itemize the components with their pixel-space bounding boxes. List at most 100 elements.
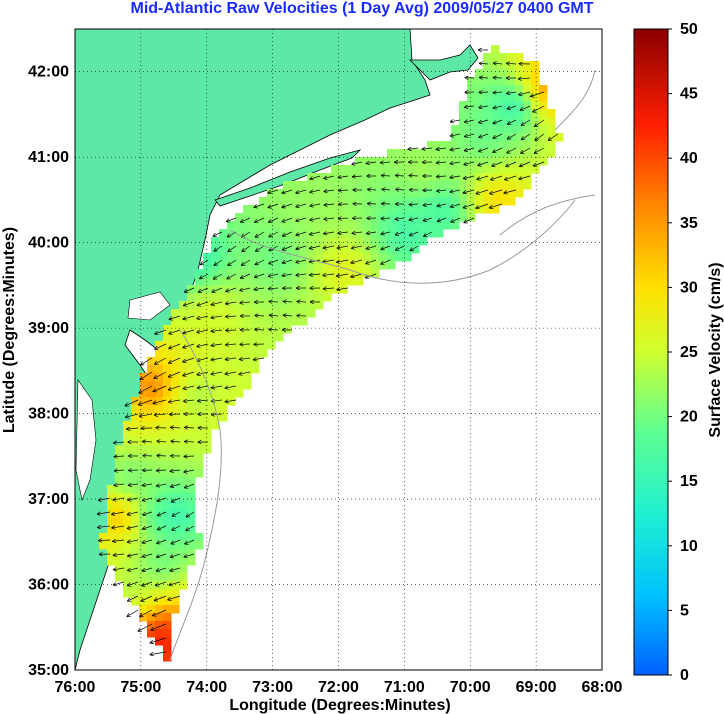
velocity-cell <box>515 141 524 150</box>
velocity-cell <box>275 325 284 334</box>
velocity-cell <box>307 197 316 206</box>
velocity-arrow <box>437 217 447 222</box>
velocity-cell <box>147 469 156 478</box>
velocity-cell <box>131 549 140 558</box>
velocity-cell <box>227 349 236 358</box>
velocity-cell <box>275 261 284 270</box>
velocity-arrow <box>140 371 153 380</box>
velocity-cell <box>459 157 468 166</box>
velocity-cell <box>139 589 148 598</box>
velocity-arrow <box>492 161 503 166</box>
velocity-cell <box>283 253 292 262</box>
velocity-cell <box>315 269 324 278</box>
velocity-cell <box>507 149 516 158</box>
velocity-cell <box>339 165 348 174</box>
velocity-arrow <box>352 162 363 164</box>
velocity-cell <box>195 461 204 470</box>
velocity-cell <box>483 125 492 134</box>
velocity-cell <box>203 357 212 366</box>
velocity-arrow <box>143 525 153 529</box>
velocity-cell <box>435 165 444 174</box>
velocity-cell <box>227 365 236 374</box>
velocity-cell <box>523 85 532 94</box>
velocity-arrow <box>395 218 405 219</box>
colorbar-tick-label: 20 <box>680 409 698 426</box>
velocity-cell <box>475 181 484 190</box>
velocity-cell <box>139 405 148 414</box>
velocity-cell <box>139 469 148 478</box>
velocity-cell <box>331 285 340 294</box>
velocity-cell <box>147 437 156 446</box>
velocity-cell <box>403 237 412 246</box>
velocity-cell <box>411 245 420 254</box>
velocity-cell <box>411 149 420 158</box>
velocity-cell <box>243 365 252 374</box>
velocity-cell <box>315 189 324 198</box>
velocity-cell <box>187 445 196 454</box>
velocity-cell <box>515 133 524 142</box>
velocity-arrow <box>170 427 181 428</box>
velocity-cell <box>291 269 300 278</box>
velocity-cell <box>291 285 300 294</box>
velocity-cell <box>315 229 324 238</box>
velocity-cell <box>171 381 180 390</box>
velocity-cell <box>107 485 116 494</box>
x-tick-labels: 76:00 75:00 74:00 73:00 72:00 71:00 70:00 69:00… <box>55 679 623 696</box>
velocity-cell <box>331 221 340 230</box>
velocity-cell <box>323 221 332 230</box>
velocity-cell <box>187 549 196 558</box>
velocity-arrow <box>128 567 139 571</box>
velocity-cell <box>187 349 196 358</box>
velocity-arrow <box>225 358 237 360</box>
velocity-cell <box>179 421 188 430</box>
velocity-cell <box>363 189 372 198</box>
colorbar-tick-label: 10 <box>680 538 698 555</box>
velocity-arrow <box>507 105 517 109</box>
velocity-cell <box>395 253 404 262</box>
velocity-cell <box>147 589 156 598</box>
velocity-cell <box>515 117 524 126</box>
velocity-arrow <box>268 288 279 289</box>
velocity-cell <box>507 53 516 62</box>
velocity-cell <box>419 205 428 214</box>
map-grid <box>75 29 602 670</box>
velocity-cell <box>179 477 188 486</box>
velocity-cell <box>507 165 516 174</box>
velocity-cell <box>243 277 252 286</box>
velocity-cell <box>179 565 188 574</box>
velocity-cell <box>491 69 500 78</box>
velocity-cell <box>283 189 292 198</box>
velocity-cell <box>411 197 420 206</box>
velocity-arrow <box>150 637 167 643</box>
velocity-arrow <box>493 106 503 108</box>
velocity-cell <box>227 341 236 350</box>
velocity-cell <box>235 381 244 390</box>
velocity-cell <box>275 221 284 230</box>
velocity-arrow <box>464 217 475 223</box>
velocity-arrow <box>479 77 489 78</box>
colorbar-tick-label: 40 <box>680 150 698 167</box>
velocity-cell <box>331 165 340 174</box>
velocity-cell <box>163 461 172 470</box>
velocity-arrow <box>268 217 279 222</box>
velocity-cell <box>187 469 196 478</box>
velocity-cell <box>443 165 452 174</box>
velocity-cell <box>371 157 380 166</box>
velocity-cell <box>507 101 516 110</box>
velocity-arrow <box>366 245 377 249</box>
velocity-arrow <box>125 413 139 417</box>
velocity-cell <box>171 309 180 318</box>
velocity-arrow <box>395 231 405 235</box>
x-tick-label: 75:00 <box>120 679 161 696</box>
velocity-cell <box>299 277 308 286</box>
velocity-arrow <box>381 232 391 234</box>
velocity-cell <box>235 301 244 310</box>
velocity-cell <box>475 189 484 198</box>
velocity-arrow <box>156 470 167 471</box>
velocity-arrow <box>170 470 181 471</box>
velocity-cell <box>211 381 220 390</box>
velocity-cell <box>299 221 308 230</box>
velocity-cell <box>291 261 300 270</box>
velocity-cell <box>339 261 348 270</box>
velocity-arrow <box>153 609 167 616</box>
